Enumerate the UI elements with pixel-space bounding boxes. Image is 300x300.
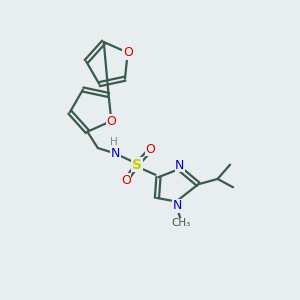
Text: N: N (111, 147, 120, 160)
Text: H: H (110, 137, 118, 147)
Text: N: N (173, 200, 182, 212)
Text: N: N (175, 159, 184, 172)
Text: O: O (123, 46, 133, 59)
Text: S: S (132, 158, 142, 172)
Text: O: O (121, 174, 131, 187)
Text: CH₃: CH₃ (171, 218, 190, 228)
Text: O: O (106, 115, 116, 128)
Text: O: O (146, 143, 155, 156)
